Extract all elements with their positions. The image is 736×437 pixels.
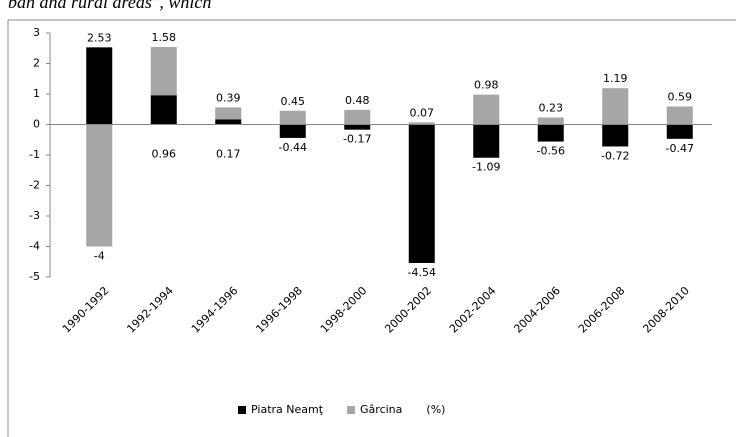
- x-tick-label: 2004-2006: [511, 284, 563, 336]
- bar: [666, 124, 693, 139]
- x-tick-label: 1994-1996: [189, 284, 241, 336]
- y-tick-label: -3: [29, 209, 40, 222]
- legend-swatch: [347, 406, 356, 414]
- y-tick-label: 2: [33, 57, 40, 70]
- x-tick-label: 1990-1992: [60, 284, 112, 336]
- bar: [473, 94, 500, 125]
- data-label: 0.39: [216, 91, 241, 104]
- bar: [344, 109, 371, 125]
- bar: [602, 124, 629, 147]
- data-label: 0.96: [152, 148, 177, 161]
- bar: [215, 119, 242, 125]
- bar: [473, 124, 500, 158]
- bar: [279, 110, 306, 125]
- data-label: -0.72: [601, 149, 629, 162]
- data-label: 0.17: [216, 148, 241, 161]
- bar: [408, 124, 435, 263]
- bar: [666, 106, 693, 125]
- y-tick-label: -4: [29, 240, 40, 253]
- x-tick-label: 2000-2002: [382, 284, 434, 336]
- y-tick-label: -1: [29, 148, 40, 161]
- data-label: -1.09: [472, 161, 500, 174]
- data-label: -0.47: [666, 142, 694, 155]
- x-tick-label: 2006-2008: [576, 284, 628, 336]
- data-label: 0.45: [281, 95, 306, 108]
- bar: [537, 117, 564, 125]
- unit-label: (%): [426, 403, 445, 416]
- bar: [86, 47, 113, 125]
- x-tick-label: 2008-2010: [640, 284, 692, 336]
- bar: [215, 107, 242, 120]
- x-tick-label: 2002-2004: [447, 284, 499, 336]
- data-label: 1.19: [603, 72, 628, 85]
- bar: [86, 124, 113, 247]
- y-tick-label: 3: [33, 26, 40, 39]
- bar: [279, 124, 306, 138]
- data-label: -4: [94, 250, 105, 263]
- bar: [344, 124, 371, 130]
- data-label: 0.59: [668, 91, 693, 104]
- data-label: -0.17: [343, 133, 371, 146]
- data-label: -4.54: [408, 266, 436, 279]
- y-tick-label: 0: [33, 118, 40, 131]
- y-tick-label: -2: [29, 179, 40, 192]
- legend-label: Gârcina: [360, 403, 402, 416]
- data-label: 0.98: [474, 79, 499, 92]
- bar: [408, 122, 435, 125]
- bar: [150, 95, 177, 125]
- document-text: ban and rural areas", which: [8, 0, 211, 12]
- y-tick-label: 1: [33, 87, 40, 100]
- data-label: -0.56: [537, 145, 565, 158]
- legend-swatch: [238, 406, 246, 414]
- x-tick-label: 1992-1994: [124, 284, 176, 336]
- y-tick-label: -5: [29, 270, 40, 283]
- data-label: 1.58: [152, 31, 177, 44]
- data-label: 0.48: [345, 94, 370, 107]
- legend-label: Piatra Neamţ: [251, 403, 324, 416]
- bar: [150, 47, 177, 96]
- x-tick-label: 1996-1998: [253, 284, 305, 336]
- data-label: 0.23: [539, 101, 564, 114]
- x-tick-label: 1998-2000: [318, 284, 370, 336]
- bar: [537, 124, 564, 142]
- data-label: 2.53: [87, 31, 112, 44]
- data-label: 0.07: [410, 106, 435, 119]
- bar: [602, 88, 629, 125]
- data-label: -0.44: [279, 141, 307, 154]
